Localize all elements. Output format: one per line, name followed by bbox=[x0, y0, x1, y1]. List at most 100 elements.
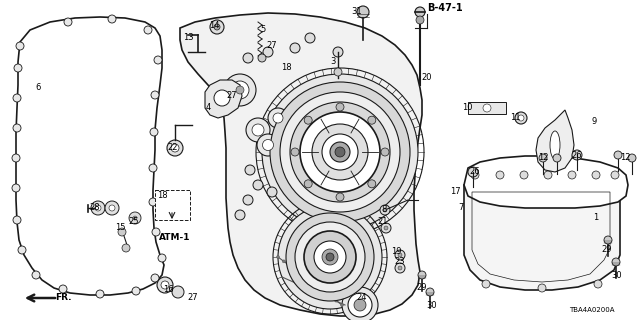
Circle shape bbox=[262, 140, 273, 150]
Circle shape bbox=[243, 53, 253, 63]
Text: 27: 27 bbox=[267, 41, 277, 50]
Text: 29: 29 bbox=[417, 284, 428, 292]
Text: 18: 18 bbox=[157, 190, 167, 199]
Circle shape bbox=[305, 33, 315, 43]
Circle shape bbox=[122, 244, 130, 252]
Text: 11: 11 bbox=[509, 114, 520, 123]
Circle shape bbox=[262, 74, 418, 230]
Circle shape bbox=[13, 94, 21, 102]
Circle shape bbox=[614, 151, 622, 159]
Circle shape bbox=[276, 255, 280, 259]
Circle shape bbox=[335, 299, 338, 302]
Circle shape bbox=[520, 171, 528, 179]
Circle shape bbox=[149, 164, 157, 172]
Polygon shape bbox=[536, 110, 574, 172]
Circle shape bbox=[59, 285, 67, 293]
Circle shape bbox=[468, 167, 478, 177]
Circle shape bbox=[150, 128, 158, 136]
Bar bbox=[468, 102, 506, 114]
Circle shape bbox=[300, 112, 380, 192]
Circle shape bbox=[246, 118, 270, 142]
Circle shape bbox=[290, 102, 390, 202]
Text: 27: 27 bbox=[227, 92, 237, 100]
Circle shape bbox=[333, 47, 343, 57]
Circle shape bbox=[18, 246, 26, 254]
Circle shape bbox=[368, 116, 376, 124]
Circle shape bbox=[418, 271, 426, 279]
Circle shape bbox=[568, 171, 576, 179]
Polygon shape bbox=[16, 17, 164, 295]
Circle shape bbox=[149, 198, 157, 206]
Circle shape bbox=[330, 142, 350, 162]
Circle shape bbox=[628, 154, 636, 162]
Circle shape bbox=[357, 6, 369, 18]
Circle shape bbox=[538, 284, 546, 292]
Text: 6: 6 bbox=[35, 84, 41, 92]
Circle shape bbox=[14, 64, 22, 72]
Circle shape bbox=[544, 171, 552, 179]
Text: 14: 14 bbox=[209, 21, 220, 30]
Circle shape bbox=[326, 253, 334, 261]
Circle shape bbox=[267, 187, 277, 197]
Circle shape bbox=[482, 280, 490, 288]
Circle shape bbox=[295, 222, 365, 292]
Text: 20: 20 bbox=[422, 74, 432, 83]
Circle shape bbox=[553, 154, 561, 162]
Text: 18: 18 bbox=[281, 63, 291, 73]
Text: 12: 12 bbox=[620, 154, 630, 163]
Circle shape bbox=[322, 134, 358, 170]
Circle shape bbox=[268, 108, 288, 128]
Circle shape bbox=[354, 299, 366, 311]
Circle shape bbox=[398, 253, 402, 257]
Text: 26: 26 bbox=[470, 167, 480, 177]
Text: 22: 22 bbox=[168, 143, 179, 153]
Circle shape bbox=[395, 250, 405, 260]
Polygon shape bbox=[180, 13, 422, 316]
Circle shape bbox=[16, 42, 24, 50]
Circle shape bbox=[398, 266, 402, 270]
Circle shape bbox=[245, 165, 255, 175]
Circle shape bbox=[471, 171, 479, 179]
Circle shape bbox=[380, 205, 390, 215]
Circle shape bbox=[257, 134, 279, 156]
Circle shape bbox=[172, 286, 184, 298]
Circle shape bbox=[253, 180, 263, 190]
Text: 17: 17 bbox=[450, 188, 460, 196]
Circle shape bbox=[383, 208, 387, 212]
Text: 26: 26 bbox=[572, 150, 582, 159]
Bar bbox=[155, 190, 190, 220]
Polygon shape bbox=[464, 156, 628, 208]
Text: 13: 13 bbox=[182, 34, 193, 43]
Circle shape bbox=[518, 115, 524, 121]
Circle shape bbox=[323, 291, 326, 293]
Text: 12: 12 bbox=[538, 154, 548, 163]
Circle shape bbox=[305, 277, 308, 280]
Text: 23: 23 bbox=[395, 258, 405, 267]
Circle shape bbox=[594, 280, 602, 288]
Circle shape bbox=[91, 201, 105, 215]
Circle shape bbox=[236, 86, 244, 94]
Circle shape bbox=[95, 205, 101, 211]
Circle shape bbox=[12, 154, 20, 162]
Circle shape bbox=[335, 147, 345, 157]
Circle shape bbox=[342, 287, 378, 320]
Circle shape bbox=[294, 268, 297, 272]
Circle shape bbox=[415, 7, 425, 17]
Circle shape bbox=[235, 210, 245, 220]
Text: 19: 19 bbox=[391, 247, 401, 257]
Circle shape bbox=[171, 144, 179, 152]
Text: 7: 7 bbox=[458, 204, 464, 212]
Circle shape bbox=[304, 231, 356, 283]
Circle shape bbox=[161, 281, 169, 289]
Text: TBA4A0200A: TBA4A0200A bbox=[570, 307, 615, 313]
Circle shape bbox=[286, 213, 374, 301]
Circle shape bbox=[109, 205, 115, 211]
Circle shape bbox=[314, 241, 346, 273]
Text: 31: 31 bbox=[352, 7, 362, 17]
Circle shape bbox=[329, 295, 332, 298]
Circle shape bbox=[539, 154, 547, 162]
Circle shape bbox=[144, 26, 152, 34]
Text: 1: 1 bbox=[593, 213, 598, 222]
Circle shape bbox=[291, 148, 299, 156]
Circle shape bbox=[214, 24, 220, 30]
